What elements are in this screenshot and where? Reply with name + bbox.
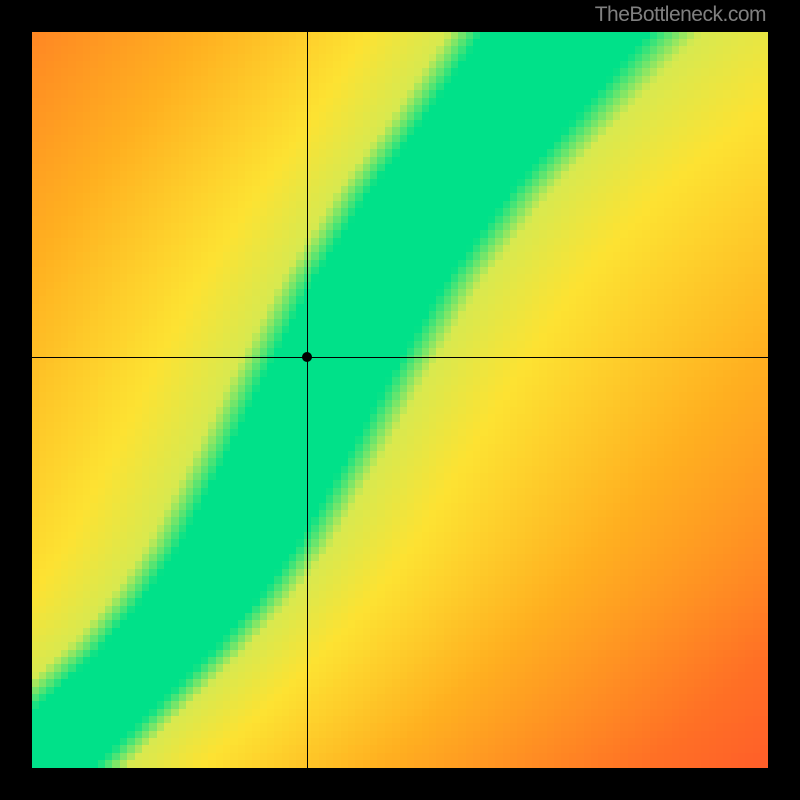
page-container: TheBottleneck.com <box>0 0 800 800</box>
heatmap-plot <box>32 32 768 768</box>
crosshair-horizontal <box>32 357 768 358</box>
crosshair-vertical <box>307 32 308 768</box>
watermark-text: TheBottleneck.com <box>595 3 766 27</box>
heatmap-canvas <box>32 32 768 768</box>
crosshair-point <box>302 352 312 362</box>
